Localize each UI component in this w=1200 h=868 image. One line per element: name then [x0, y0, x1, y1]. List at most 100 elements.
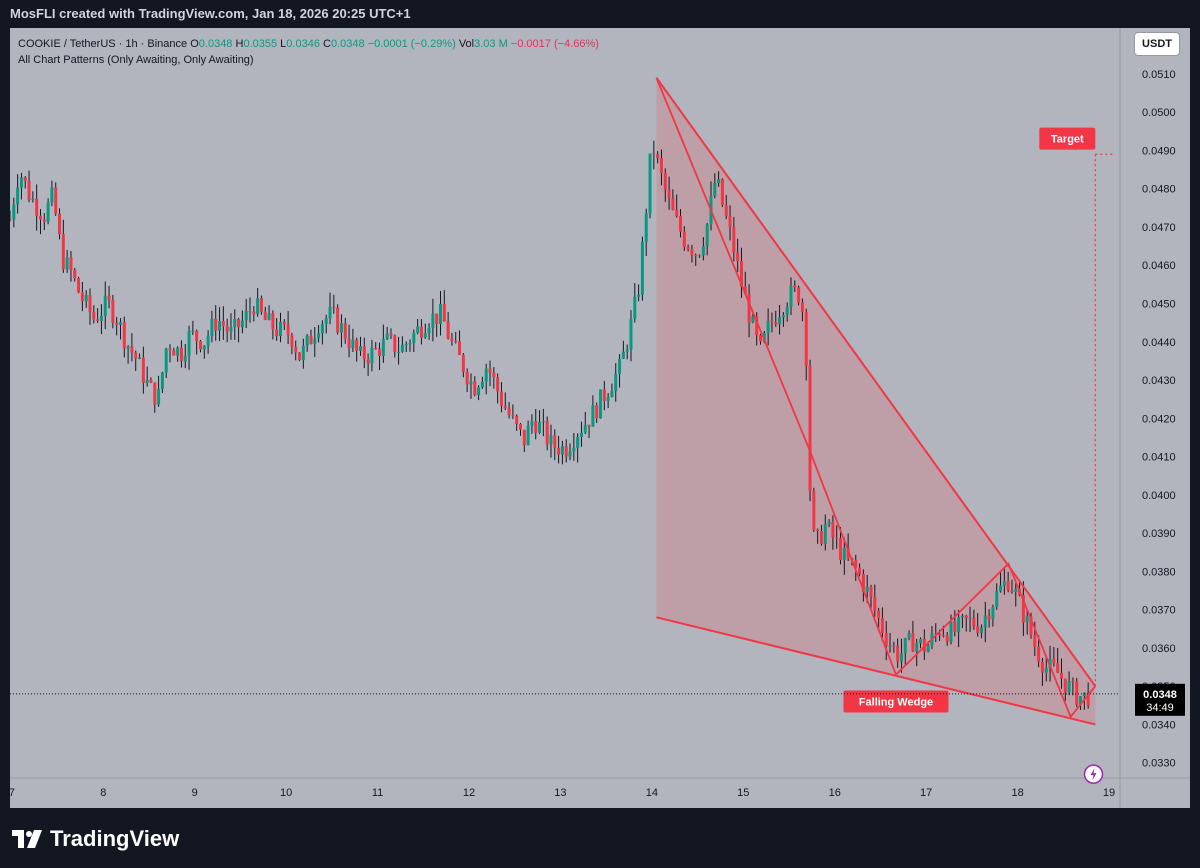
legend-indicator[interactable]: All Chart Patterns (Only Awaiting, Only … [18, 54, 254, 66]
candle-body [423, 333, 427, 338]
candle-body [899, 653, 903, 662]
candle-body [153, 382, 157, 405]
candle-body [1029, 616, 1033, 636]
candle-body [606, 396, 610, 401]
legend-low: 0.0346 [286, 38, 320, 50]
candle-body [526, 425, 530, 446]
price-tick-label: 0.0460 [1142, 260, 1176, 272]
candle-body [267, 313, 271, 320]
candle-body [118, 322, 122, 325]
candle-body [301, 345, 305, 361]
candle-body [694, 255, 698, 257]
candle-body [73, 270, 77, 279]
candle-body [812, 491, 816, 530]
candle-body [629, 319, 633, 350]
candle-body [911, 633, 915, 652]
tradingview-logo[interactable]: TradingView [12, 826, 179, 852]
lightning-icon[interactable] [1083, 764, 1104, 784]
time-tick-label: 11 [372, 787, 383, 799]
candle-body [499, 391, 503, 406]
candle-body [972, 617, 976, 627]
candle-body [122, 322, 126, 349]
candle-body [560, 446, 564, 455]
candlestick-chart[interactable]: 0.05200.05100.05000.04900.04800.04700.04… [10, 28, 1190, 808]
candle-body [591, 405, 595, 427]
candle-body [595, 405, 599, 419]
candle-body [84, 295, 88, 302]
candle-body [221, 321, 225, 327]
legend-c-label: C [323, 38, 331, 50]
candle-body [957, 617, 961, 633]
candle-body [717, 179, 721, 184]
candle-body [324, 318, 328, 324]
legend-symbol[interactable]: COOKIE / TetherUS · 1h · Binance [18, 38, 188, 50]
candle-body [1040, 661, 1044, 673]
candle-body [46, 202, 50, 222]
chart-title: MosFLI created with TradingView.com, Jan… [10, 6, 411, 21]
candle-body [77, 278, 81, 293]
candle-body [16, 187, 20, 205]
candle-body [134, 352, 138, 359]
candle-body [488, 368, 492, 373]
candle-body [572, 447, 576, 452]
candle-body [538, 421, 542, 433]
price-tick-label: 0.0390 [1142, 528, 1176, 540]
candle-body [343, 323, 347, 339]
candle-body [389, 333, 393, 336]
candle-body [976, 626, 980, 634]
candle-body [465, 372, 469, 385]
candle-body [621, 351, 625, 359]
candle-body [244, 311, 248, 321]
candle-body [80, 292, 84, 302]
candle-body [720, 179, 724, 206]
candle-body [839, 538, 843, 561]
candle-body [995, 591, 999, 607]
candle-body [888, 645, 892, 647]
candle-body [400, 344, 404, 352]
candle-body [705, 224, 709, 247]
candle-body [736, 252, 740, 262]
candle-body [65, 257, 69, 270]
candle-body [781, 315, 785, 318]
candle-body [659, 158, 663, 173]
legend-o-label: O [190, 38, 199, 50]
candle-body [675, 209, 679, 216]
wedge-upper-trendline [655, 77, 1097, 687]
currency-button[interactable]: USDT [1134, 32, 1180, 56]
candle-body [103, 295, 107, 316]
candle-body [58, 213, 62, 234]
candle-body [259, 298, 263, 312]
candle-body [27, 180, 31, 200]
candle-body [610, 391, 614, 397]
candle-body [1044, 667, 1048, 673]
candle-body [218, 321, 222, 331]
candle-body [233, 318, 237, 328]
candle-body [240, 320, 244, 328]
candle-body [431, 313, 435, 328]
candle-body [339, 323, 343, 333]
candle-body [496, 377, 500, 392]
candles [10, 140, 1090, 710]
time-tick-label: 18 [1011, 787, 1023, 799]
candle-body [210, 318, 214, 337]
candle-body [656, 154, 660, 159]
candle-body [576, 437, 580, 448]
chart-frame[interactable]: 0.05200.05100.05000.04900.04800.04700.04… [10, 28, 1190, 808]
candle-body [892, 645, 896, 647]
candle-body [614, 373, 618, 392]
candle-body [553, 435, 557, 449]
candle-body [145, 379, 149, 384]
candle-body [419, 326, 423, 338]
candle-body [10, 219, 12, 221]
candle-body [919, 638, 923, 644]
candle-body [564, 446, 568, 457]
candle-body [206, 336, 210, 346]
legend-vol-label: Vol [458, 38, 475, 50]
top-bar: MosFLI created with TradingView.com, Jan… [0, 0, 1200, 28]
candle-body [1025, 616, 1029, 623]
candle-body [198, 341, 202, 350]
candle-body [960, 615, 964, 618]
candle-body [816, 529, 820, 532]
candle-body [534, 421, 538, 433]
price-tick-label: 0.0450 [1142, 299, 1176, 311]
